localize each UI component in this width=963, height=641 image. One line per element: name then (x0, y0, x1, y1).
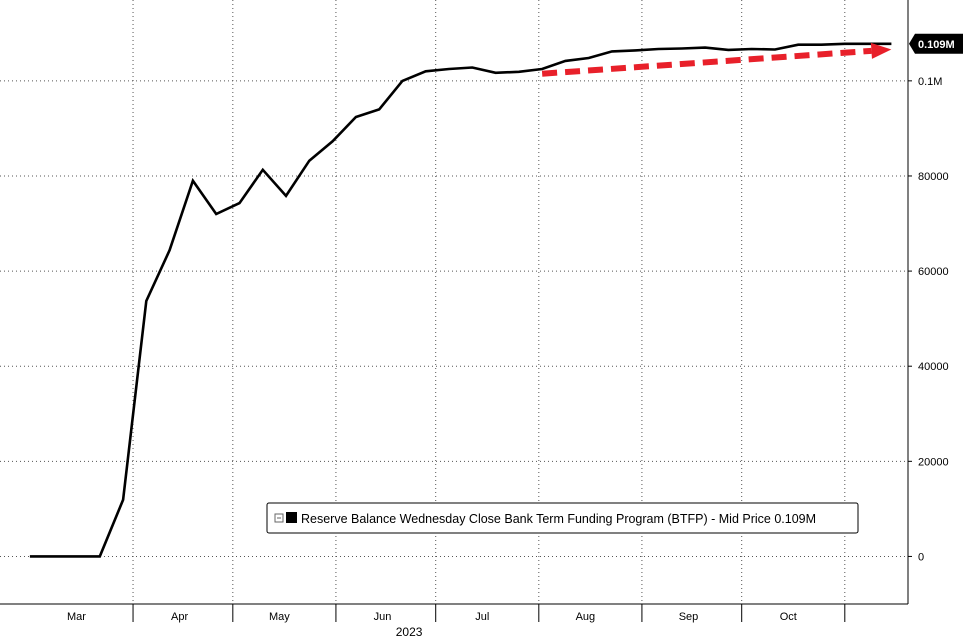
x-tick-label: Sep (679, 611, 699, 623)
last-value-label: 0.109M (909, 33, 963, 54)
x-tick-label: Aug (576, 611, 596, 623)
x-tick-label: May (269, 611, 290, 623)
y-tick-label: 40000 (918, 361, 949, 373)
last-value-badge (909, 33, 963, 54)
y-tick-label: 0.1M (918, 76, 942, 88)
x-tick-label: Mar (67, 611, 86, 623)
legend: Reserve Balance Wednesday Close Bank Ter… (266, 502, 859, 534)
y-tick-label: 60000 (918, 266, 949, 278)
x-year-label: 2023 (396, 625, 423, 639)
trend-arrow-shaft (541, 47, 872, 77)
grid (0, 0, 908, 604)
legend-swatch (286, 512, 297, 523)
last-value-text: 0.109M (918, 39, 955, 51)
legend-box (266, 502, 859, 534)
x-tick-label: Jun (374, 611, 392, 623)
x-tick-label: Apr (171, 611, 188, 623)
annotation (541, 42, 892, 77)
y-tick-label: 20000 (918, 456, 949, 468)
legend-label: Reserve Balance Wednesday Close Bank Ter… (301, 512, 816, 526)
y-tick-label: 0 (918, 551, 924, 563)
series (29, 42, 892, 558)
trend-arrow-head (870, 42, 892, 59)
x-tick-label: Jul (475, 611, 489, 623)
series-line (29, 42, 892, 558)
x-tick-label: Oct (780, 611, 797, 623)
y-tick-label: 80000 (918, 171, 949, 183)
